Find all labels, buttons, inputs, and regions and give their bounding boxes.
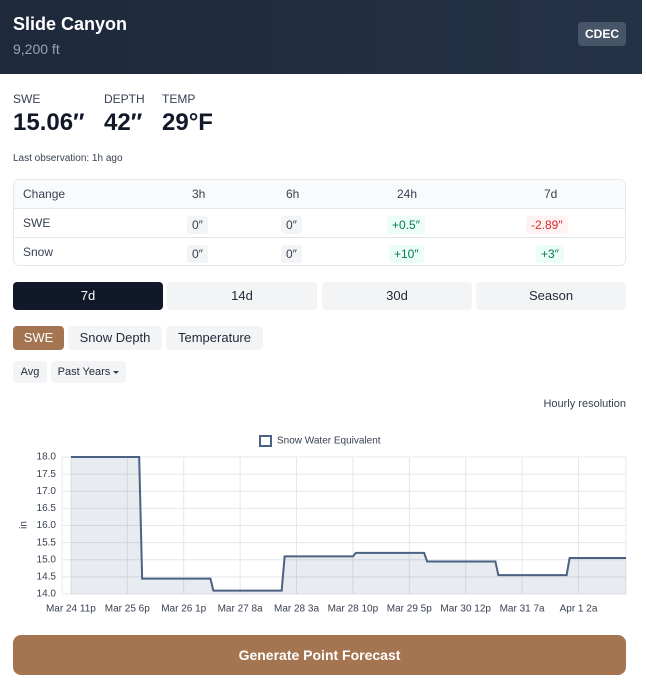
table-header: Change 3h 6h 24h 7d [14,180,625,208]
x-tick-label: Mar 29 5p [387,604,432,615]
station-title: Slide Canyon [13,14,128,34]
metric-tab[interactable]: Snow Depth [68,326,162,350]
change-chip: +10″ [389,245,424,263]
header-cell: 24h [397,187,418,201]
resolution-note: Hourly resolution [543,398,626,410]
range-tab[interactable]: Season [476,282,626,310]
stat-label: TEMP [162,92,196,106]
y-axis-label: in [19,521,30,529]
forecast-button[interactable]: Generate Point Forecast [13,635,626,675]
header-cell: 3h [192,187,206,201]
dropdown-label: Past Years [57,366,111,378]
y-tick-label: 15.0 [37,554,57,565]
x-tick-label: Mar 28 10p [328,604,379,615]
plot-frame [61,456,627,595]
y-tick-label: 16.5 [37,503,57,514]
elevation: 9,200 ft [13,41,60,57]
range-tab[interactable]: 7d [13,282,163,310]
avg-toggle[interactable]: Avg [13,361,47,383]
y-tick-label: 17.5 [37,469,57,480]
y-tick-label: 15.5 [37,537,57,548]
change-chip: +0.5″ [387,216,425,234]
table-row: SWE 0″ 0″ +0.5″ -2.89″ [14,208,625,237]
past-years-dropdown[interactable]: Past Years [51,361,126,383]
caret-icon [113,371,120,374]
range-tab[interactable]: 14d [167,282,317,310]
range-tab[interactable]: 30d [322,282,472,310]
legend-label: Snow Water Equivalent [277,436,381,447]
stat-value: 29°F [162,109,213,136]
header [0,0,642,74]
metric-tab[interactable]: SWE [13,326,64,350]
header-cell: 6h [286,187,300,201]
x-tick-label: Mar 26 1p [161,604,206,615]
line [70,456,626,592]
change-chip: -2.89″ [526,216,568,234]
change-chip: 0″ [281,245,302,263]
x-tick-label: Apr 1 2a [560,604,598,615]
change-chip: +3″ [536,245,564,263]
header-cell: 7d [544,187,558,201]
stat-label: SWE [13,92,41,106]
stat-value: 15.06″ [13,109,85,136]
chart: in 14.0 14.5 15.0 15.5 16.0 16.5 17.0 17.5 18.0 M… [19,435,627,615]
y-tick-label: 17.0 [37,486,57,497]
x-tick-label: Mar 24 11p [46,604,96,615]
x-tick-label: Mar 25 6p [105,604,150,615]
last-observation: Last observation: 1h ago [13,153,123,164]
change-chip: 0″ [187,216,208,234]
source-badge: CDEC [578,22,626,46]
y-tick-label: 16.0 [37,520,57,531]
x-tick-label: Mar 28 3a [274,604,319,615]
y-tick-label: 14.0 [37,589,57,600]
y-tick-label: 18.0 [37,452,57,463]
x-tick-label: Mar 27 8a [218,604,263,615]
change-chip: 0″ [281,216,302,234]
header-cell: Change [23,187,66,201]
change-table: Change 3h 6h 24h 7d SWE 0″ 0″ +0.5″ -2.8… [13,179,626,266]
table-row: Snow 0″ 0″ +10″ +3″ [14,237,625,265]
row-label: SWE [23,216,51,230]
stat-value: 42″ [104,109,143,136]
metric-tab[interactable]: Temperature [166,326,263,350]
change-chip: 0″ [187,245,208,263]
x-tick-label: Mar 31 7a [500,604,545,615]
row-label: Snow [23,245,54,259]
legend-swatch [259,435,272,447]
y-tick-label: 14.5 [37,572,57,583]
stat-label: DEPTH [104,92,145,106]
area [70,457,626,594]
x-tick-label: Mar 30 12p [440,604,491,615]
